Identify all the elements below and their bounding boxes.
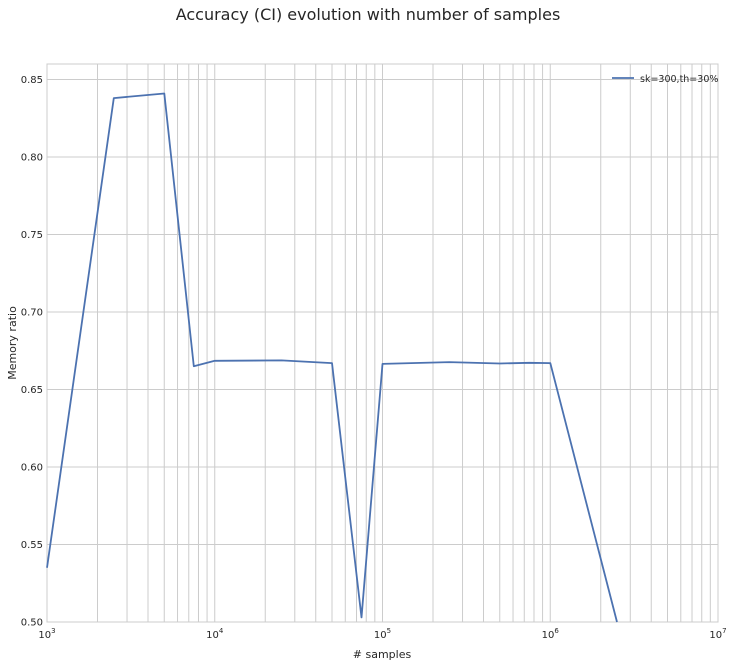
series-lines (46, 92, 618, 623)
chart-title: Accuracy (CI) evolution with number of s… (176, 5, 561, 24)
y-tick-label: 0.85 (21, 75, 43, 86)
y-axis-label: Memory ratio (6, 306, 19, 380)
x-tick-label: 105 (374, 627, 391, 641)
y-tick-label: 0.60 (21, 463, 43, 474)
y-tick-label: 0.50 (21, 618, 43, 629)
grid (46, 64, 718, 623)
x-tick-label: 104 (206, 627, 224, 641)
y-tick-label: 0.75 (21, 230, 43, 241)
y-tick-label: 0.80 (21, 153, 43, 164)
x-tick-label: 103 (38, 627, 55, 641)
x-tick-label: 107 (709, 627, 726, 641)
series-line (46, 92, 618, 623)
legend-label: sk=300,th=30% (640, 74, 718, 85)
y-tick-label: 0.65 (21, 385, 43, 396)
y-tick-labels: 0.50 0.55 0.60 0.65 0.70 0.75 0.80 0.85 (21, 75, 43, 629)
y-tick-label: 0.55 (21, 540, 43, 551)
x-tick-labels: 103 104 105 106 107 (38, 627, 726, 641)
x-axis-label: # samples (353, 648, 412, 661)
legend: sk=300,th=30% (612, 74, 718, 85)
x-tick-label: 106 (542, 627, 560, 641)
y-tick-label: 0.70 (21, 308, 43, 319)
